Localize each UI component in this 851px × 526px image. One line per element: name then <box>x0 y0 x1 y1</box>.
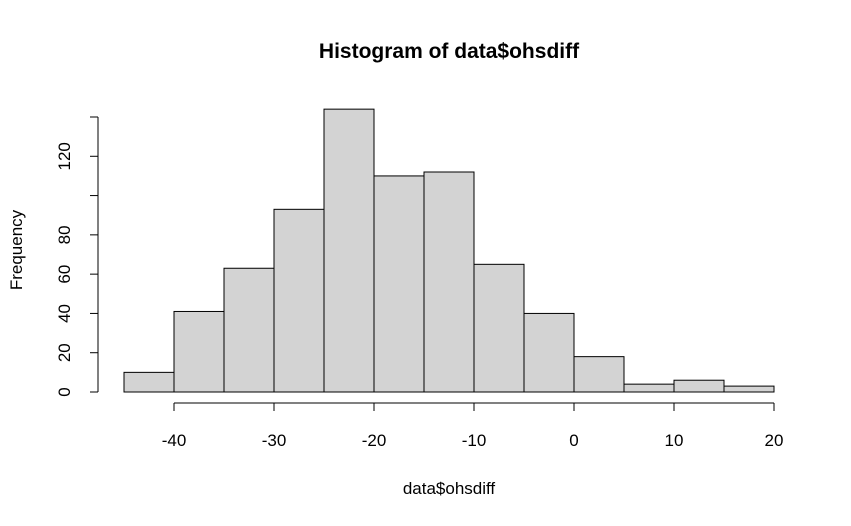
y-tick-label: 60 <box>55 265 74 284</box>
y-axis: 0 20 40 60 80 120 <box>55 116 99 397</box>
histogram-bar <box>173 310 225 393</box>
y-axis-label: Frequency <box>7 209 26 290</box>
x-tick-label: 20 <box>765 431 784 450</box>
histogram-bars <box>123 108 775 393</box>
histogram-bar <box>223 267 275 393</box>
chart-title: Histogram of data$ohsdiff <box>319 40 580 63</box>
histogram-bar <box>623 383 675 393</box>
histogram-bar <box>123 371 175 393</box>
histogram-bar <box>273 208 325 393</box>
histogram-bar <box>523 312 575 393</box>
x-tick-label: -30 <box>262 431 287 450</box>
histogram-bar <box>373 175 425 393</box>
y-tick-label: 0 <box>55 387 74 396</box>
x-axis: -40 -30 -20 -10 0 10 20 <box>162 402 784 450</box>
y-tick-label: 20 <box>55 343 74 362</box>
histogram-bar <box>323 108 375 393</box>
histogram-bar <box>573 356 625 393</box>
histogram-bar <box>473 263 525 393</box>
x-tick-label: -20 <box>362 431 387 450</box>
histogram-bar <box>723 385 775 393</box>
x-tick-label: -40 <box>162 431 187 450</box>
y-tick-label: 40 <box>55 304 74 323</box>
x-tick-label: 0 <box>569 431 578 450</box>
x-tick-label: 10 <box>665 431 684 450</box>
x-axis-label: data$ohsdiff <box>403 479 496 498</box>
histogram-bar <box>423 171 475 393</box>
x-tick-label: -10 <box>462 431 487 450</box>
histogram-bar <box>673 379 725 393</box>
y-tick-label: 80 <box>55 225 74 244</box>
y-tick-label: 120 <box>55 142 74 170</box>
